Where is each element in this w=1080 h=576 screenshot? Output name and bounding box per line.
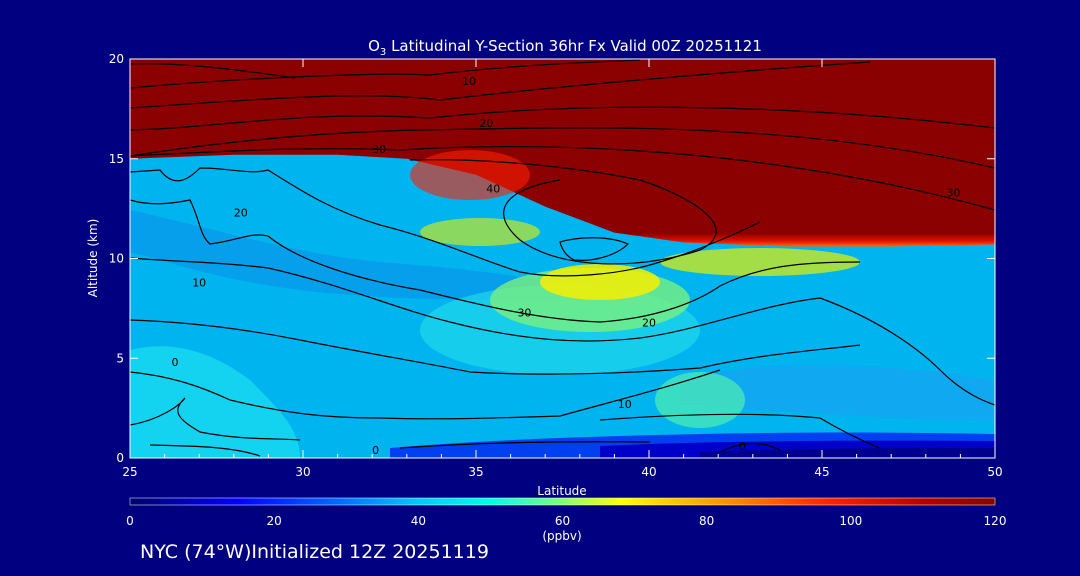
contour-line bbox=[130, 63, 296, 79]
colorbar-tick-label: 0 bbox=[126, 514, 134, 528]
contour-label: 40 bbox=[486, 183, 500, 196]
contour-label: 20 bbox=[642, 316, 656, 329]
contour-line bbox=[130, 61, 871, 109]
contour-line bbox=[130, 167, 761, 277]
y-tick-label: 10 bbox=[109, 252, 124, 266]
x-tick-label: 30 bbox=[295, 465, 310, 479]
contour-line bbox=[130, 106, 995, 131]
contour-label: 10 bbox=[618, 398, 632, 411]
chart-title: O3 Latitudinal Y-Section 36hr Fx Valid 0… bbox=[368, 37, 762, 58]
stratospheric-ozone-region bbox=[130, 59, 995, 247]
contour-line bbox=[130, 319, 861, 375]
colorbar-tick-label: 20 bbox=[267, 514, 282, 528]
colorbar-tick-label: 120 bbox=[984, 514, 1007, 528]
contour-line bbox=[130, 257, 995, 406]
contour-line bbox=[130, 199, 861, 323]
title-subscript: 3 bbox=[380, 47, 386, 58]
contour-line bbox=[599, 413, 881, 449]
contour-label: 20 bbox=[479, 117, 493, 130]
contour-label: 0 bbox=[739, 440, 746, 453]
contour-label: 30 bbox=[517, 306, 531, 319]
x-tick-label: 35 bbox=[468, 465, 483, 479]
plot-area: 10 20 30 40 30 20 10 30 20 10 0 0 0 bbox=[130, 59, 995, 458]
colorbar-ticks: 0 20 40 60 80 100 120 bbox=[126, 514, 1006, 528]
title-prefix: O bbox=[368, 37, 380, 55]
y-tick-label: 0 bbox=[116, 451, 124, 465]
contour-line bbox=[719, 442, 781, 453]
contour-line bbox=[130, 397, 301, 441]
contour-label: 10 bbox=[192, 276, 206, 289]
tropopause-fold-glow bbox=[410, 150, 530, 200]
contour-line bbox=[130, 369, 721, 420]
init-info-footer: NYC (74°W)Initialized 12Z 20251119 bbox=[140, 541, 489, 563]
surface-ozone-minimum bbox=[700, 448, 995, 458]
contour-label: 30 bbox=[946, 187, 960, 200]
southern-cyan-region bbox=[130, 346, 300, 458]
contour-label: 10 bbox=[462, 75, 476, 88]
contour-line bbox=[130, 146, 995, 211]
contour-line bbox=[130, 59, 641, 89]
contour-line bbox=[559, 237, 630, 261]
contour-labels: 10 20 30 40 30 20 10 30 20 10 0 0 0 bbox=[171, 75, 960, 457]
upper-troposphere-blue-band bbox=[130, 210, 560, 300]
yellow-tongue-east bbox=[660, 248, 860, 276]
contour-line bbox=[409, 159, 717, 265]
colorbar-tick-label: 40 bbox=[411, 514, 426, 528]
contour-label: 0 bbox=[171, 356, 178, 369]
colorbar-tick-label: 100 bbox=[839, 514, 862, 528]
contour-label: 30 bbox=[372, 143, 386, 156]
colorbar-tick-label: 60 bbox=[555, 514, 570, 528]
x-tick-label: 50 bbox=[987, 465, 1002, 479]
yellow-ridge bbox=[540, 264, 660, 300]
green-blob-low bbox=[655, 372, 745, 428]
x-tick-label: 25 bbox=[122, 465, 137, 479]
colorbar-unit: (ppbv) bbox=[542, 529, 581, 543]
title-rest: Latitudinal Y-Section 36hr Fx Valid 00Z … bbox=[386, 37, 762, 55]
x-tick-label: 40 bbox=[641, 465, 656, 479]
y-tick-label: 5 bbox=[116, 351, 124, 365]
colorbar-tick-label: 80 bbox=[699, 514, 714, 528]
y-axis-label: Altitude (km) bbox=[86, 219, 100, 298]
x-axis-label: Latitude bbox=[537, 484, 586, 498]
contour-label: 20 bbox=[234, 207, 248, 220]
contour-lines bbox=[130, 59, 995, 457]
contour-line bbox=[149, 444, 261, 457]
midlevel-blue-band bbox=[680, 365, 995, 420]
x-tick-label: 45 bbox=[814, 465, 829, 479]
contour-line bbox=[399, 441, 651, 449]
y-tick-label: 20 bbox=[109, 52, 124, 66]
yellow-tongue-west bbox=[420, 218, 540, 246]
contour-label: 0 bbox=[372, 444, 379, 457]
contour-line bbox=[130, 127, 995, 169]
colorbar bbox=[129, 497, 996, 506]
y-tick-label: 15 bbox=[109, 152, 124, 166]
axes: 25 30 35 40 45 50 0 5 10 15 20 bbox=[109, 52, 1003, 479]
